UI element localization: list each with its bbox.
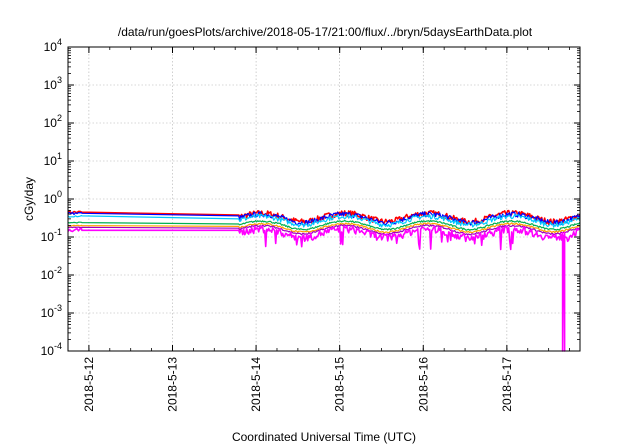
x-tick-label: 2018-5-13 bbox=[165, 357, 179, 412]
grid bbox=[68, 47, 580, 351]
x-axis-label: Coordinated Universal Time (UTC) bbox=[232, 430, 416, 444]
y-tick-label: 100 bbox=[44, 189, 62, 206]
y-tick-label: 10-4 bbox=[41, 341, 62, 358]
x-tick-label: 2018-5-12 bbox=[82, 357, 96, 412]
series-line-6 bbox=[67, 224, 581, 236]
chart-title: /data/run/goesPlots/archive/2018-05-17/2… bbox=[118, 25, 533, 39]
series-line-2 bbox=[67, 211, 581, 226]
y-tick-label: 10-1 bbox=[41, 227, 62, 244]
y-axis: 104 103 102 101 100 10-1 10-2 10-3 10-4 bbox=[41, 37, 580, 358]
y-tick-label: 104 bbox=[44, 37, 62, 54]
x-tick-label: 2018-5-16 bbox=[416, 357, 430, 412]
series-line-4 bbox=[67, 219, 581, 231]
y-axis-label: cGy/day bbox=[22, 177, 36, 221]
series-line-5 bbox=[67, 222, 581, 234]
x-tick-label: 2018-5-15 bbox=[333, 357, 347, 412]
series-line-7 bbox=[67, 225, 581, 352]
y-tick-label: 10-2 bbox=[41, 265, 62, 282]
y-tick-label: 102 bbox=[44, 113, 62, 130]
y-tick-label: 10-3 bbox=[41, 303, 62, 320]
y-tick-label: 103 bbox=[44, 75, 62, 92]
x-axis: 2018-5-12 2018-5-13 2018-5-14 2018-5-15 2018… bbox=[67, 47, 570, 412]
y-tick-label: 101 bbox=[44, 151, 62, 168]
series-layer bbox=[67, 209, 581, 352]
x-tick-label: 2018-5-14 bbox=[249, 357, 263, 412]
x-tick-label: 2018-5-17 bbox=[500, 357, 514, 412]
series-line-3 bbox=[67, 213, 581, 228]
